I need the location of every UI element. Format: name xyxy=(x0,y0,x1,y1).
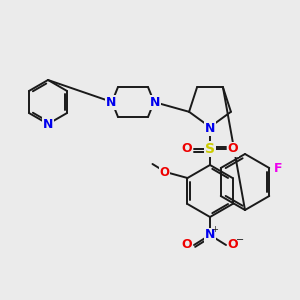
Text: N: N xyxy=(106,95,116,109)
Text: N: N xyxy=(205,229,215,242)
Text: O: O xyxy=(160,166,170,178)
Text: F: F xyxy=(274,161,283,175)
Text: +: + xyxy=(212,226,218,235)
Text: O: O xyxy=(228,142,238,155)
Text: O: O xyxy=(182,142,192,155)
Text: S: S xyxy=(205,142,215,156)
Text: N: N xyxy=(205,122,215,134)
Text: O: O xyxy=(182,238,192,251)
Text: O: O xyxy=(228,238,238,251)
Text: N: N xyxy=(43,118,53,130)
Text: −: − xyxy=(236,235,244,245)
Text: N: N xyxy=(150,95,160,109)
